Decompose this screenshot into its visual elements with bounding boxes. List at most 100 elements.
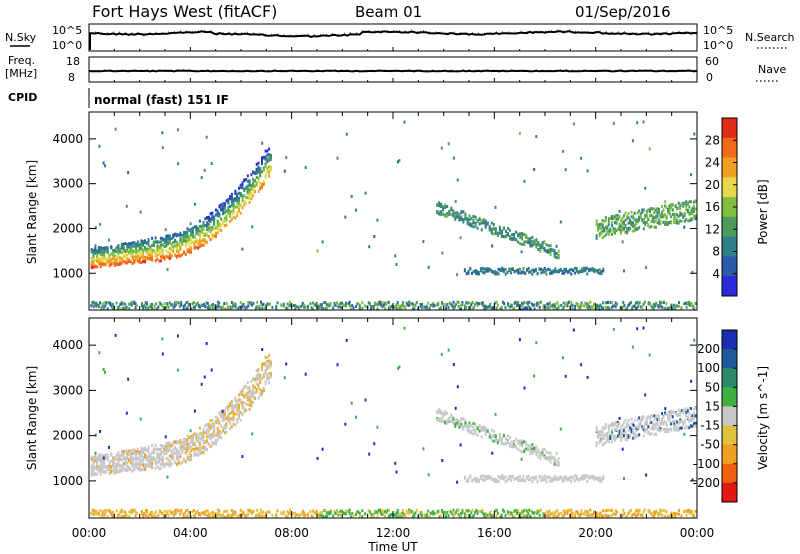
power-cell: [486, 222, 489, 226]
velocity-cell: [140, 450, 143, 453]
power-cell: [460, 211, 463, 214]
velocity-cell: [683, 419, 686, 422]
power-cell: [537, 248, 540, 251]
velocity-cell: [586, 514, 589, 518]
power-cell: [586, 306, 589, 310]
power-cell: [165, 237, 168, 241]
power-cell: [242, 303, 245, 307]
power-cell: [470, 224, 473, 228]
velocity-cell: [91, 508, 94, 512]
velocity-cell: [529, 448, 532, 452]
velocity-cell: [667, 428, 670, 431]
velocity-cell: [151, 510, 154, 514]
power-cell: [248, 196, 251, 200]
power-cell: [466, 222, 469, 226]
power-cell: [190, 227, 193, 231]
power-cell: [110, 245, 113, 249]
velocity-cell: [535, 450, 538, 454]
power-cell: [238, 203, 240, 206]
velocity-cell: [180, 508, 183, 512]
velocity-cell: [209, 419, 212, 423]
power-cell: [200, 224, 203, 228]
velocity-cell: [688, 407, 691, 411]
power-cell: [202, 243, 205, 247]
power-cell: [691, 208, 694, 212]
nsky-trace: [88, 30, 698, 38]
power-cell: [90, 304, 93, 308]
power-cell: [154, 302, 157, 306]
power-cell: [509, 235, 511, 239]
power-cell: [126, 253, 129, 257]
power-cell: [117, 263, 120, 267]
power-cell: [634, 301, 637, 305]
velocity-cell: [324, 509, 327, 513]
velocity-cell: [630, 430, 633, 434]
velocity-cell: [677, 422, 680, 426]
velocity-cell: [541, 448, 544, 452]
velocity-cell: [627, 428, 630, 432]
velocity-cell: [667, 515, 670, 519]
power-cell: [131, 244, 134, 248]
power-cell: [553, 253, 556, 257]
power-cell: [502, 226, 505, 230]
power-cell: [196, 301, 199, 305]
velocity-cell: [239, 508, 242, 512]
velocity-cell: [466, 424, 469, 428]
velocity-cell: [602, 514, 604, 518]
velocity-cell: [320, 514, 323, 518]
power-cell: [686, 209, 689, 213]
velocity-cell: [633, 425, 636, 429]
power-cell: [633, 224, 636, 228]
power-cell: [201, 303, 204, 307]
velocity-cell: [676, 414, 679, 417]
power-cell: [110, 257, 113, 261]
nsky-top-tick: 10^5: [52, 24, 82, 37]
power-cell: [624, 230, 627, 234]
velocity-cell: [299, 513, 302, 517]
velocity-cell: [94, 433, 97, 437]
velocity-cell: [238, 513, 241, 517]
power-cell: [175, 255, 178, 259]
power-cell: [563, 271, 566, 275]
power-cell: [600, 270, 603, 273]
power-cell: [218, 214, 221, 218]
velocity-cell: [573, 479, 576, 483]
velocity-cell: [508, 513, 511, 517]
velocity-cell: [621, 435, 624, 439]
velocity-cell: [660, 513, 663, 516]
power-cell: [466, 301, 469, 305]
y-tick-label: 1000: [52, 266, 83, 280]
velocity-cell: [177, 334, 179, 338]
velocity-cell: [99, 466, 102, 470]
power-cell: [323, 301, 326, 304]
power-cell: [593, 268, 596, 272]
power-cell: [304, 305, 307, 309]
velocity-cell: [474, 511, 477, 514]
power-cell: [456, 178, 459, 182]
power-cell: [268, 147, 271, 151]
power-cell: [400, 303, 403, 307]
velocity-cell: [678, 508, 680, 512]
power-cell: [390, 305, 393, 308]
power-cell: [692, 215, 695, 218]
power-cell: [479, 267, 482, 271]
power-cell: [197, 229, 200, 233]
power-cell: [561, 307, 564, 311]
velocity-cell: [342, 511, 345, 515]
power-cell: [644, 221, 647, 224]
velocity-cell: [610, 428, 613, 432]
velocity-cell: [609, 423, 612, 427]
power-cell: [174, 238, 177, 242]
velocity-cell: [92, 508, 95, 512]
power-cell: [167, 237, 169, 241]
velocity-cell: [206, 448, 208, 452]
velocity-cell: [303, 514, 306, 517]
power-cell: [252, 194, 255, 198]
velocity-cell: [248, 403, 251, 407]
power-cell: [484, 225, 487, 229]
power-cell: [115, 301, 118, 305]
power-cell: [487, 269, 489, 273]
power-cell: [209, 217, 212, 221]
velocity-cell: [488, 435, 491, 439]
power-cell: [220, 228, 223, 232]
